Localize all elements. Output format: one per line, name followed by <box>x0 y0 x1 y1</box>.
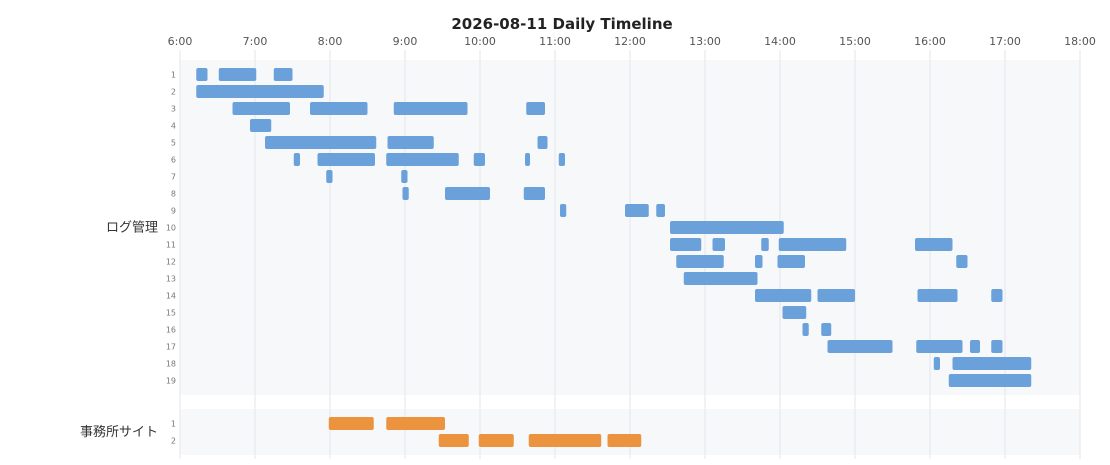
task-bar <box>317 153 375 166</box>
task-bar <box>218 68 257 81</box>
task-bar <box>402 187 409 200</box>
chart-title: 2026-08-11 Daily Timeline <box>451 15 672 33</box>
task-bar <box>991 289 1003 302</box>
task-bar <box>821 323 832 336</box>
row-label: 12 <box>166 258 176 267</box>
x-tick-label: 18:00 <box>1064 35 1096 48</box>
x-tick-label: 9:00 <box>393 35 418 48</box>
task-bar <box>525 153 530 166</box>
task-bar <box>401 170 408 183</box>
x-tick-label: 8:00 <box>318 35 343 48</box>
task-bar <box>523 187 545 200</box>
task-bar <box>250 119 272 132</box>
task-bar <box>755 289 812 302</box>
task-bar <box>755 255 763 268</box>
task-bar <box>712 238 725 251</box>
task-bar <box>265 136 377 149</box>
task-bar <box>232 102 290 115</box>
row-label: 7 <box>171 173 176 182</box>
task-bar <box>952 357 1032 370</box>
x-tick-label: 11:00 <box>539 35 571 48</box>
task-bar <box>438 434 469 447</box>
x-tick-label: 13:00 <box>689 35 721 48</box>
row-label: 10 <box>166 224 176 233</box>
task-bar <box>915 238 953 251</box>
row-label: 4 <box>171 122 176 131</box>
x-tick-label: 10:00 <box>464 35 496 48</box>
task-bar <box>293 153 300 166</box>
row-label: 8 <box>171 190 176 199</box>
group-label: ログ管理 <box>106 221 158 236</box>
task-bar <box>560 204 567 217</box>
task-bar <box>683 272 758 285</box>
task-bar <box>386 153 459 166</box>
task-bar <box>948 374 1032 387</box>
task-bar <box>778 238 847 251</box>
row-label: 14 <box>166 292 176 301</box>
task-bar <box>917 289 958 302</box>
task-bar <box>802 323 809 336</box>
task-bar <box>526 102 545 115</box>
row-label: 2 <box>171 88 176 97</box>
task-bar <box>933 357 940 370</box>
x-tick-label: 12:00 <box>614 35 646 48</box>
task-bar <box>326 170 333 183</box>
task-bar <box>991 340 1003 353</box>
task-bar <box>761 238 769 251</box>
task-bar <box>827 340 893 353</box>
row-label: 2 <box>171 437 176 446</box>
x-tick-label: 17:00 <box>989 35 1021 48</box>
row-label: 11 <box>166 241 176 250</box>
row-label: 16 <box>166 326 176 335</box>
task-bar <box>393 102 468 115</box>
x-tick-label: 6:00 <box>168 35 193 48</box>
task-bar <box>625 204 649 217</box>
task-bar <box>656 204 665 217</box>
task-bar <box>273 68 293 81</box>
task-bar <box>607 434 642 447</box>
row-label: 13 <box>166 275 176 284</box>
task-bar <box>817 289 855 302</box>
task-bar <box>196 85 324 98</box>
task-bar <box>387 136 434 149</box>
task-bar <box>328 417 374 430</box>
row-label: 6 <box>171 156 176 165</box>
task-bar <box>956 255 968 268</box>
row-label: 15 <box>166 309 176 318</box>
row-label: 1 <box>171 71 176 80</box>
task-bar <box>777 255 805 268</box>
row-label: 19 <box>166 377 176 386</box>
row-label: 9 <box>171 207 176 216</box>
task-bar <box>970 340 980 353</box>
task-bar <box>676 255 724 268</box>
task-bar <box>310 102 368 115</box>
row-label: 5 <box>171 139 176 148</box>
x-tick-label: 14:00 <box>764 35 796 48</box>
task-bar <box>916 340 963 353</box>
task-bar <box>528 434 602 447</box>
task-bar <box>473 153 485 166</box>
task-bar <box>558 153 565 166</box>
task-bar <box>445 187 490 200</box>
x-tick-label: 15:00 <box>839 35 871 48</box>
x-tick-label: 16:00 <box>914 35 946 48</box>
task-bar <box>478 434 514 447</box>
row-label: 18 <box>166 360 176 369</box>
task-bar <box>670 221 784 234</box>
row-label: 17 <box>166 343 176 352</box>
task-bar <box>782 306 807 319</box>
task-bar <box>196 68 208 81</box>
task-bar <box>670 238 702 251</box>
row-label: 3 <box>171 105 176 114</box>
group-label: 事務所サイト <box>80 425 158 440</box>
row-label: 1 <box>171 420 176 429</box>
task-bar <box>537 136 548 149</box>
x-tick-label: 7:00 <box>243 35 268 48</box>
task-bar <box>386 417 445 430</box>
